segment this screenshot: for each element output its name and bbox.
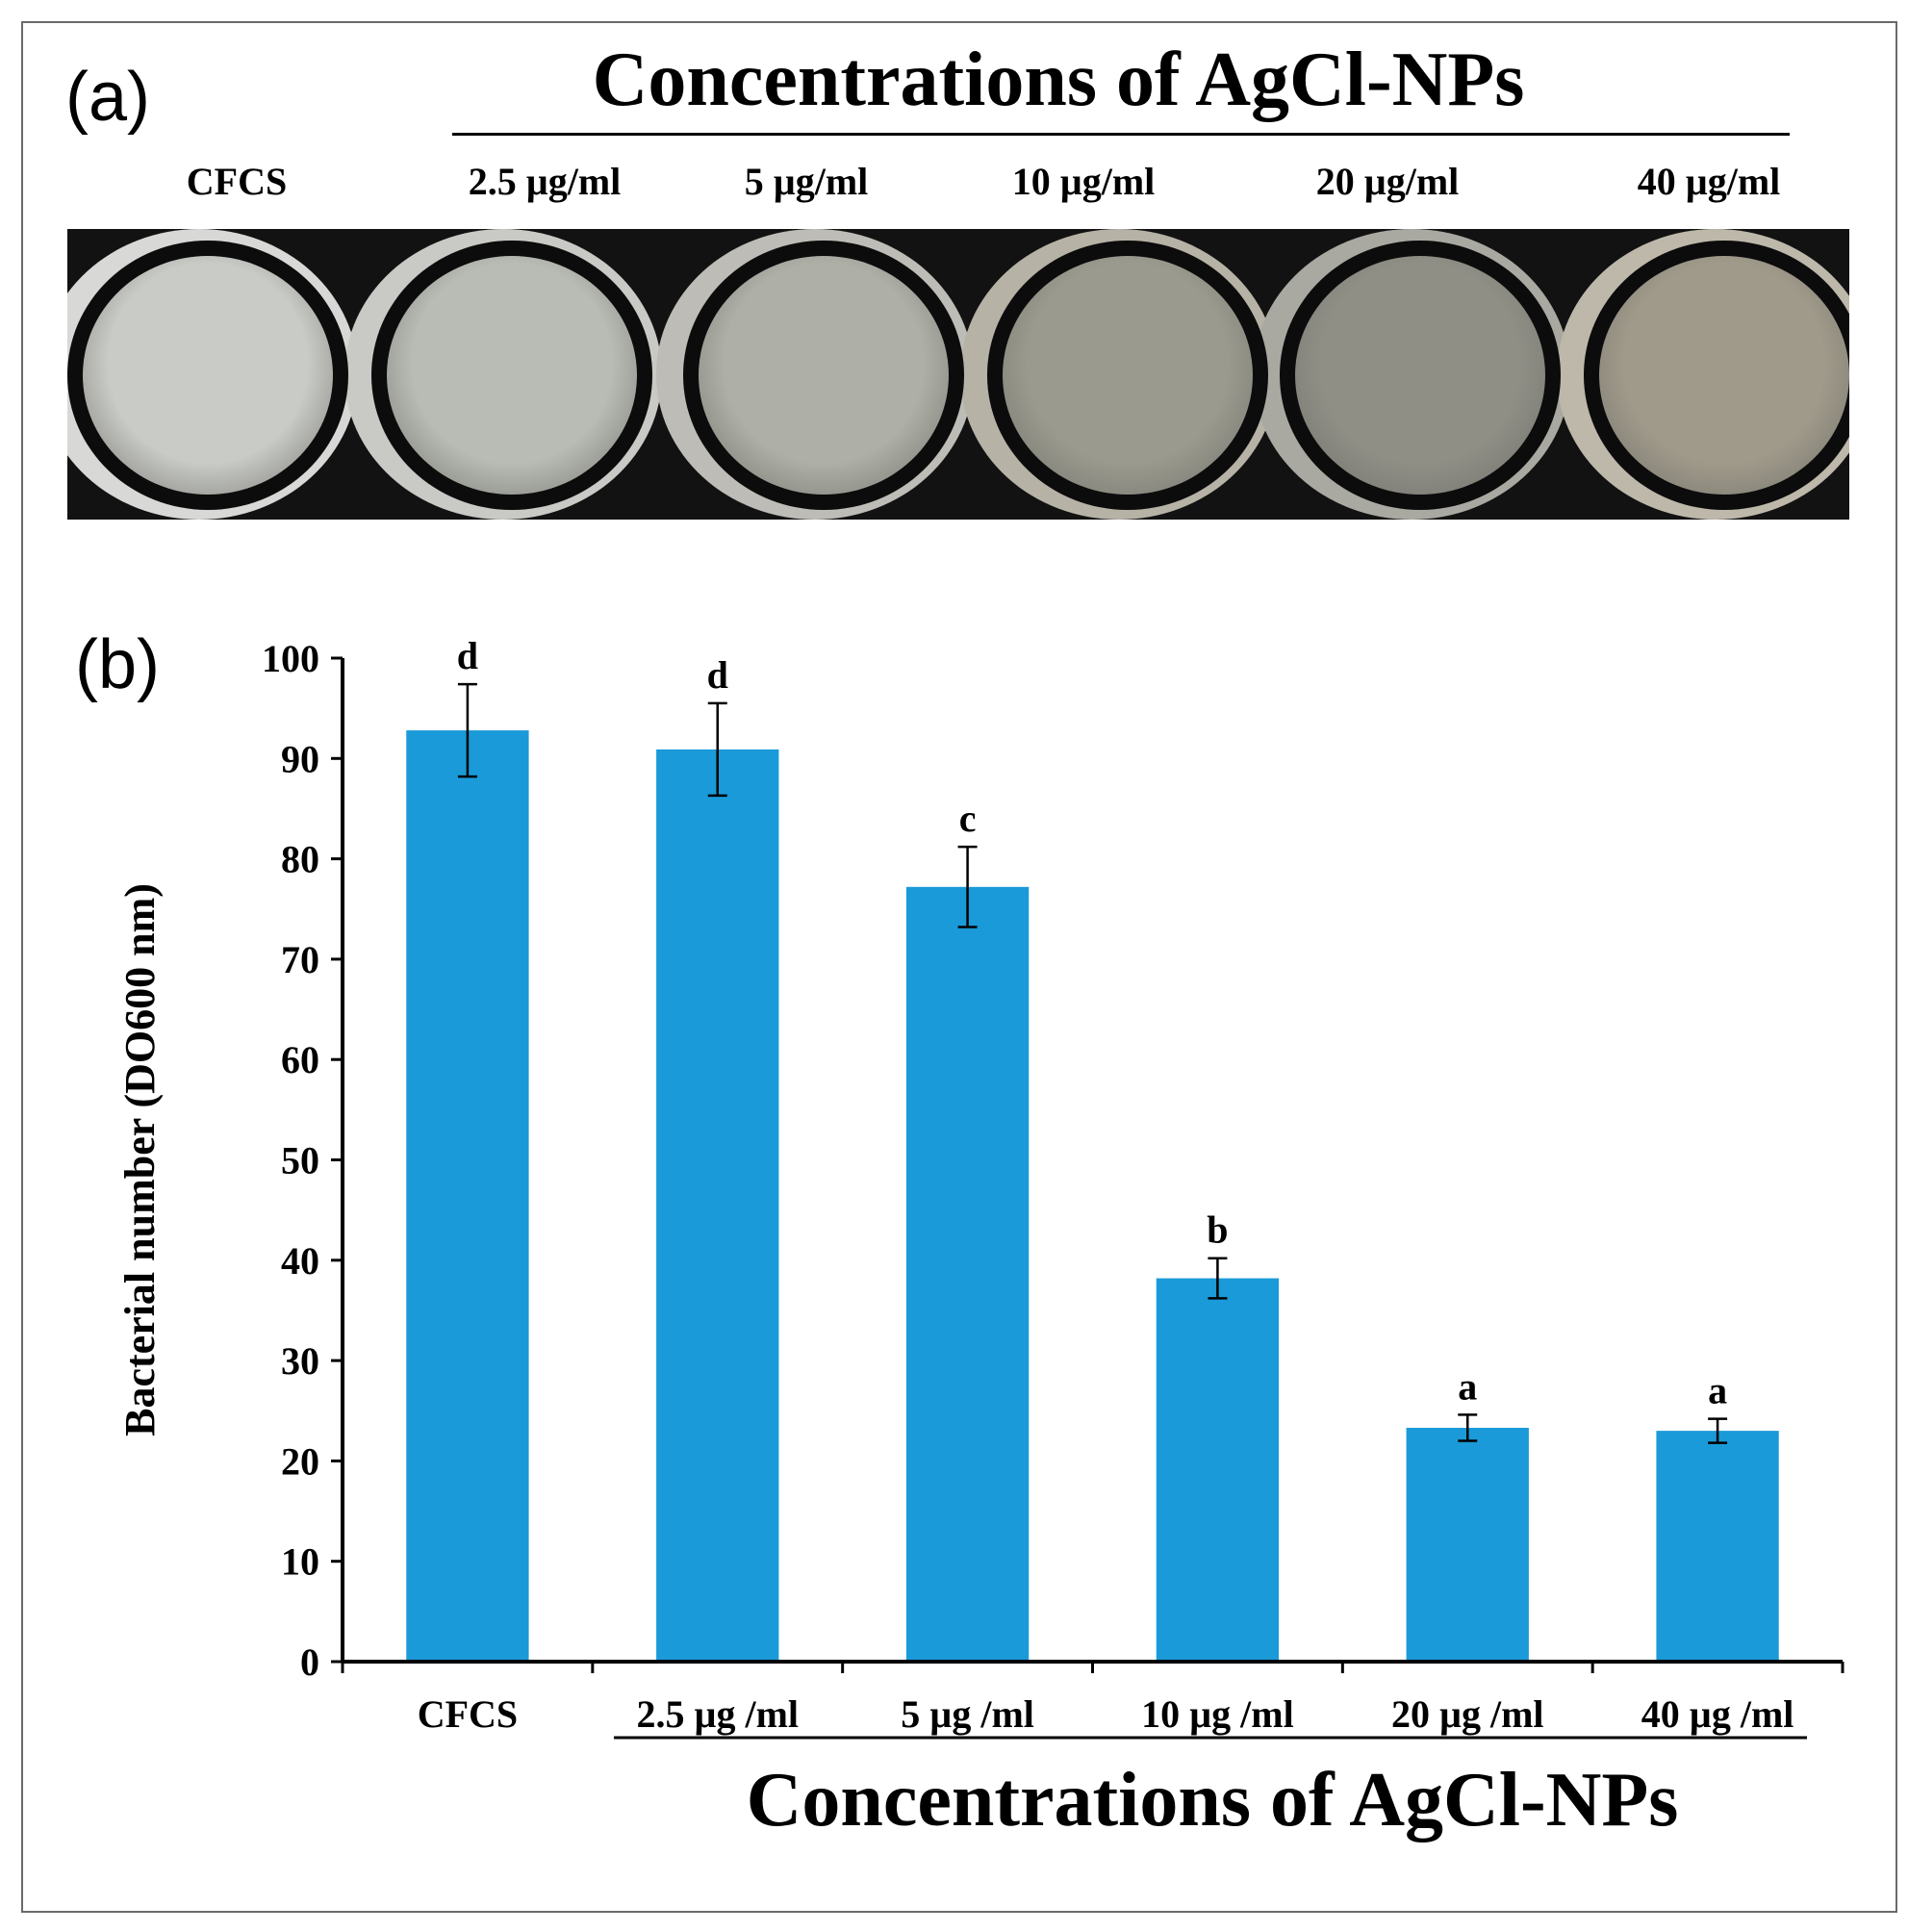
well-label-40: 40 µg/ml <box>1637 160 1781 203</box>
panel-b-label: (b) <box>75 626 160 703</box>
y-tick-label: 100 <box>262 637 319 680</box>
x-axis-title: Concentrations of AgCl-NPs <box>746 1758 1679 1843</box>
bar <box>406 730 529 1662</box>
y-tick-label: 90 <box>281 737 319 780</box>
y-tick-label: 10 <box>281 1540 319 1584</box>
well-label-cfcs: CFCS <box>186 160 288 203</box>
panel-a-title-rule <box>452 133 1790 136</box>
significance-letter: d <box>457 634 478 677</box>
x-tick-label: 40 µg /ml <box>1641 1692 1794 1736</box>
figure-frame <box>21 21 1897 1913</box>
bar <box>1656 1431 1779 1662</box>
significance-letter: c <box>959 797 977 840</box>
bar <box>905 886 1030 1662</box>
panel-a-title: Concentrations of AgCl-NPs <box>592 38 1525 122</box>
well-label-2-5: 2.5 µg/ml <box>468 160 622 203</box>
well-label-20: 20 µg/ml <box>1315 160 1460 203</box>
x-tick-label: CFCS <box>418 1692 518 1736</box>
x-tick-label: 20 µg /ml <box>1391 1692 1544 1736</box>
y-axis-label: Bacterial number (DO600 nm) <box>116 883 164 1436</box>
panel-a-label: (a) <box>65 59 150 136</box>
y-tick-label: 60 <box>281 1038 319 1081</box>
x-tick-label: 5 µg /ml <box>901 1692 1034 1736</box>
y-tick-label: 40 <box>281 1239 319 1283</box>
y-tick-label: 20 <box>281 1439 319 1483</box>
well-plate-photo <box>67 229 1849 520</box>
y-tick-label: 0 <box>300 1640 319 1684</box>
x-tick-label: 10 µg /ml <box>1141 1692 1294 1736</box>
x-tick-label: 2.5 µg /ml <box>636 1692 799 1736</box>
bar <box>1406 1427 1529 1662</box>
significance-letter: d <box>707 653 728 697</box>
well-label-5: 5 µg/ml <box>744 160 869 203</box>
y-tick-label: 50 <box>281 1139 319 1182</box>
well-label-10: 10 µg/ml <box>1011 160 1156 203</box>
y-tick-label: 70 <box>281 938 319 981</box>
bar <box>656 749 779 1662</box>
significance-letter: b <box>1207 1208 1228 1252</box>
significance-letter: a <box>1708 1369 1727 1412</box>
bar <box>1156 1278 1280 1662</box>
y-tick-label: 80 <box>281 838 319 881</box>
y-tick-label: 30 <box>281 1339 319 1383</box>
significance-letter: a <box>1458 1364 1477 1408</box>
